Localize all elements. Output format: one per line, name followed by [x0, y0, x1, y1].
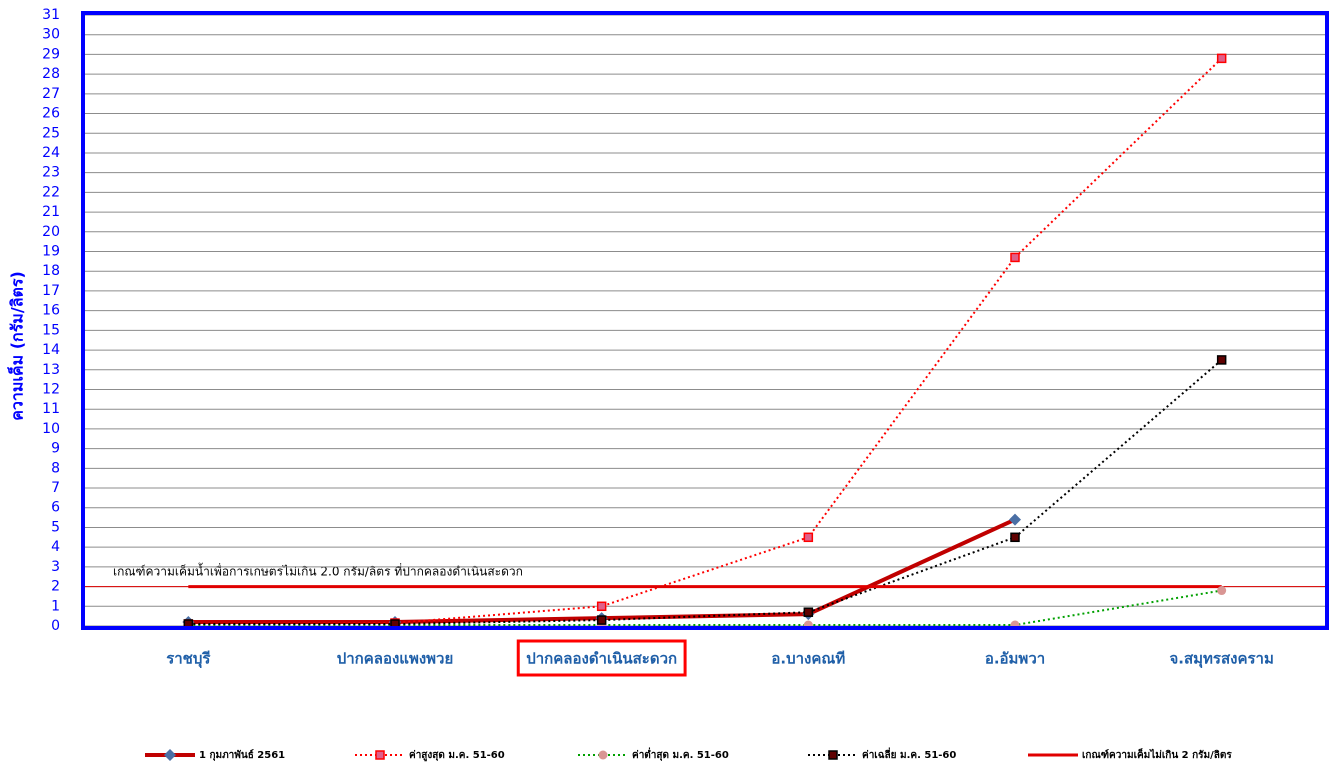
y-tick-label: 19 — [42, 244, 60, 260]
legend-label: ค่าต่ำสุด ม.ค. 51-60 — [632, 747, 729, 761]
marker — [1010, 532, 1020, 543]
y-tick-label: 9 — [51, 441, 60, 457]
y-axis-label: ความเค็ม (กรัม/ลิตร) — [6, 271, 27, 421]
plot-border — [81, 11, 1329, 630]
y-tick-label: 13 — [42, 362, 60, 378]
y-tick-label: 3 — [51, 559, 60, 575]
y-tick-label: 2 — [51, 579, 60, 595]
series-line — [188, 359, 1223, 626]
y-tick-label: 1 — [51, 598, 60, 614]
y-tick-label: 21 — [42, 204, 60, 220]
y-tick-label: 26 — [42, 106, 60, 122]
y-tick-label: 24 — [42, 145, 60, 161]
y-tick-label: 31 — [42, 7, 60, 23]
marker — [596, 615, 607, 625]
y-tick-label: 20 — [42, 224, 60, 240]
y-tick-label: 4 — [51, 539, 60, 555]
y-tick-label: 12 — [42, 381, 60, 397]
marker — [1216, 53, 1227, 64]
legend-label: 1 กุมภาพันธ์ 2561 — [199, 749, 285, 761]
marker — [803, 607, 814, 617]
x-tick-label: จ.สมุทรสงคราม — [1169, 650, 1273, 669]
y-tick-label: 10 — [42, 421, 60, 437]
legend-label: เกณฑ์ความเค็มไม่เกิน 2 กรัม/ลิตร — [1082, 747, 1232, 761]
y-tick-label: 0 — [51, 618, 60, 634]
marker — [1217, 586, 1227, 596]
x-tick-label: ราชบุรี — [166, 650, 211, 669]
legend-label: ค่าเฉลี่ย ม.ค. 51-60 — [862, 747, 956, 761]
y-tick-label: 25 — [42, 125, 60, 141]
series-line — [188, 589, 1222, 627]
y-tick-label: 17 — [42, 283, 60, 299]
y-tick-label: 16 — [42, 303, 60, 319]
x-tick-label: ปากคลองดำเนินสะดวก — [526, 650, 677, 668]
series-line — [188, 57, 1223, 626]
y-tick-label: 28 — [42, 66, 60, 82]
x-tick-label: ปากคลองแพงพวย — [337, 650, 454, 668]
annotation: เกณฑ์ความเค็มน้ำเพื่อการเกษตรไม่เกิน 2.0… — [113, 563, 523, 579]
y-tick-label: 6 — [51, 500, 60, 516]
y-tick-label: 8 — [51, 460, 60, 476]
x-tick-label: อ.อัมพวา — [985, 650, 1045, 668]
marker — [1216, 355, 1227, 365]
marker — [828, 750, 838, 760]
y-tick-label: 29 — [42, 46, 60, 62]
y-tick-label: 14 — [42, 342, 60, 358]
y-tick-label: 11 — [42, 401, 60, 417]
y-tick-label: 30 — [42, 27, 60, 43]
y-tick-label: 7 — [51, 480, 60, 496]
y-tick-label: 22 — [42, 184, 60, 200]
marker — [1010, 252, 1020, 263]
y-tick-label: 5 — [51, 519, 60, 535]
y-tick-label: 23 — [42, 165, 60, 181]
legend-label: ค่าสูงสุด ม.ค. 51-60 — [409, 749, 505, 762]
marker — [164, 749, 176, 761]
x-tick-label: อ.บางคณที — [771, 650, 845, 668]
marker — [803, 532, 814, 543]
marker — [596, 601, 607, 612]
marker — [598, 750, 608, 760]
marker — [1009, 513, 1021, 526]
y-tick-label: 15 — [42, 322, 60, 338]
y-tick-label: 18 — [42, 263, 60, 279]
marker — [375, 750, 385, 760]
highlight-box — [516, 639, 687, 677]
y-tick-label: 27 — [42, 86, 60, 102]
